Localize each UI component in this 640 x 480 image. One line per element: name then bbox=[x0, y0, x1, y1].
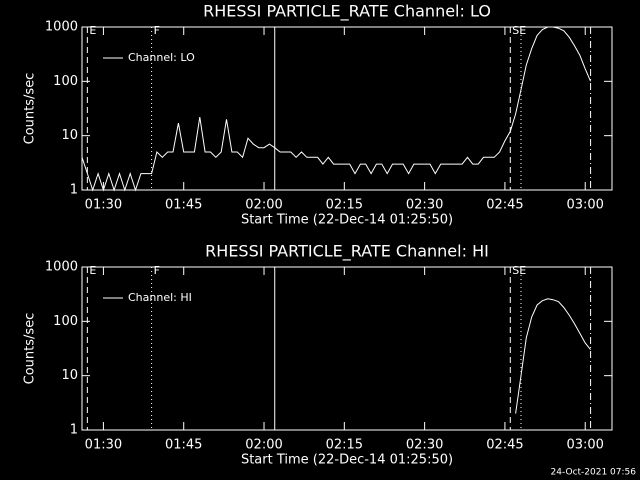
x-tick-label: 02:15 bbox=[326, 198, 363, 213]
x-tick-label: 02:30 bbox=[406, 198, 443, 213]
x-tick-label: 03:00 bbox=[566, 198, 603, 213]
event-label: SE bbox=[512, 24, 526, 37]
x-tick-label: 02:45 bbox=[486, 438, 523, 453]
y-axis-label: Counts/sec bbox=[23, 73, 38, 145]
event-label: F bbox=[154, 264, 160, 277]
x-tick-label: 02:00 bbox=[245, 438, 282, 453]
x-tick-label: 02:15 bbox=[326, 438, 363, 453]
y-axis-label: Counts/sec bbox=[23, 313, 38, 385]
legend-label: Channel: LO bbox=[128, 51, 195, 64]
footer: 24-Oct-2021 07:56 bbox=[551, 468, 637, 478]
y-tick-label: 1000 bbox=[45, 260, 78, 275]
x-tick-label: 02:30 bbox=[406, 438, 443, 453]
chart-title: RHESSI PARTICLE_RATE Channel: LO bbox=[203, 2, 491, 22]
x-axis-label: Start Time (22-Dec-14 01:25:50) bbox=[241, 213, 453, 228]
data-line bbox=[81, 26, 592, 192]
event-label: E bbox=[89, 24, 96, 37]
event-label: E bbox=[89, 264, 96, 277]
y-tick-label: 1 bbox=[70, 183, 78, 198]
y-tick-label: 10 bbox=[61, 368, 78, 383]
event-label: F bbox=[154, 24, 160, 37]
plot-frame bbox=[81, 26, 613, 191]
x-tick-label: 02:00 bbox=[245, 198, 282, 213]
event-label: SE bbox=[512, 264, 526, 277]
y-tick-label: 100 bbox=[53, 314, 78, 329]
x-tick-label: 01:30 bbox=[85, 198, 122, 213]
x-tick-label: 02:45 bbox=[486, 198, 523, 213]
x-tick-label: 01:45 bbox=[165, 438, 202, 453]
y-tick-label: 1000 bbox=[45, 20, 78, 35]
x-tick-label: 01:45 bbox=[165, 198, 202, 213]
x-axis-label: Start Time (22-Dec-14 01:25:50) bbox=[241, 453, 453, 468]
y-tick-label: 100 bbox=[53, 74, 78, 89]
y-tick-label: 1 bbox=[70, 423, 78, 438]
legend-label: Channel: HI bbox=[128, 291, 192, 304]
plot-frame bbox=[81, 266, 613, 431]
chart-title: RHESSI PARTICLE_RATE Channel: HI bbox=[205, 242, 489, 262]
data-line bbox=[515, 298, 591, 414]
x-tick-label: 01:30 bbox=[85, 438, 122, 453]
x-tick-label: 03:00 bbox=[566, 438, 603, 453]
y-tick-label: 10 bbox=[61, 128, 78, 143]
